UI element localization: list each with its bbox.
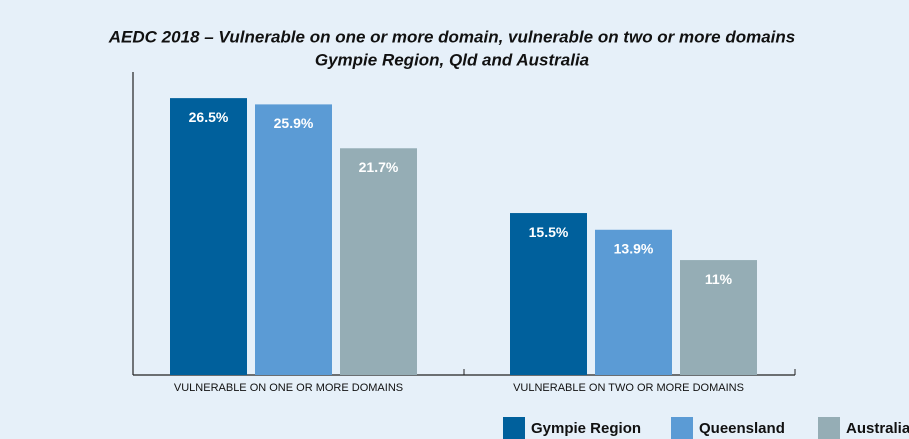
legend-swatch [503,417,525,439]
chart-title: AEDC 2018 – Vulnerable on one or more do… [108,27,795,46]
value-label: 25.9% [274,115,314,131]
legend-label: Australia [846,420,909,437]
legend-swatch [818,417,840,439]
value-label: 15.5% [529,224,569,240]
bar [680,260,757,375]
value-label: 11% [705,271,733,287]
value-label: 13.9% [614,240,654,256]
legend-swatch [671,417,693,439]
x-tick-label: VULNERABLE ON TWO OR MORE DOMAINS [513,382,744,394]
legend-label: Gympie Region [531,420,641,437]
value-label: 26.5% [189,109,229,125]
bar [170,98,247,375]
bar [595,229,672,375]
bar [255,104,332,376]
bar [340,148,417,375]
legend-label: Queensland [699,420,785,437]
bar [510,213,587,375]
value-label: 21.7% [359,159,399,175]
chart-subtitle: Gympie Region, Qld and Australia [315,50,589,69]
x-tick-label: VULNERABLE ON ONE OR MORE DOMAINS [174,382,403,394]
